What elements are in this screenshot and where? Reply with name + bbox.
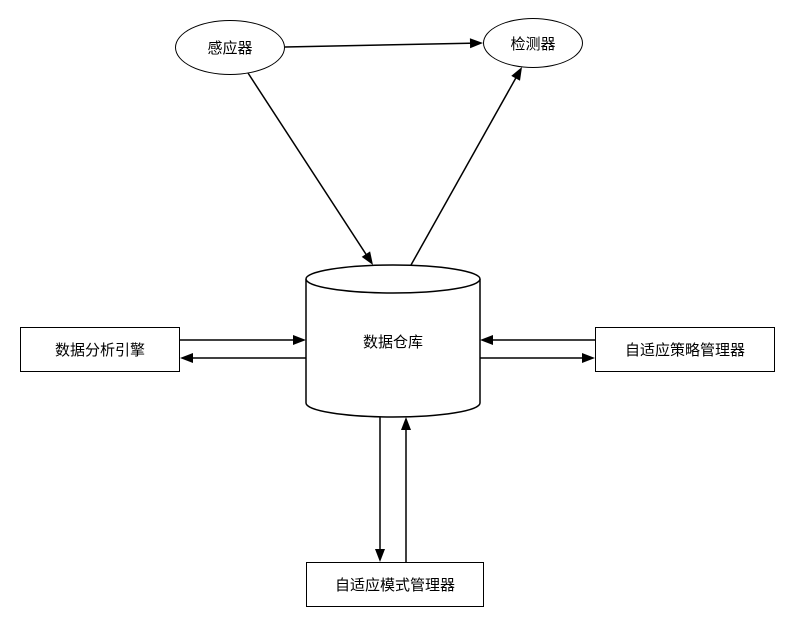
node-sensor: 感应器 bbox=[175, 20, 285, 75]
node-data-warehouse: 数据仓库 bbox=[306, 265, 480, 417]
node-detector: 检测器 bbox=[483, 18, 583, 68]
node-sensor-label: 感应器 bbox=[207, 37, 252, 58]
node-pattern-manager: 自适应模式管理器 bbox=[306, 562, 484, 607]
node-pattern-manager-label: 自适应模式管理器 bbox=[335, 574, 455, 595]
cylinder-shape bbox=[306, 265, 480, 417]
node-analysis-engine: 数据分析引擎 bbox=[20, 327, 180, 372]
node-policy-manager-label: 自适应策略管理器 bbox=[625, 339, 745, 360]
node-detector-label: 检测器 bbox=[510, 33, 555, 54]
node-policy-manager: 自适应策略管理器 bbox=[595, 327, 775, 372]
diagram-stage: 感应器 检测器 数据仓库 数据分析引擎 自适应策略管理器 自适应模式管理器 bbox=[0, 0, 800, 639]
node-analysis-engine-label: 数据分析引擎 bbox=[55, 339, 145, 360]
